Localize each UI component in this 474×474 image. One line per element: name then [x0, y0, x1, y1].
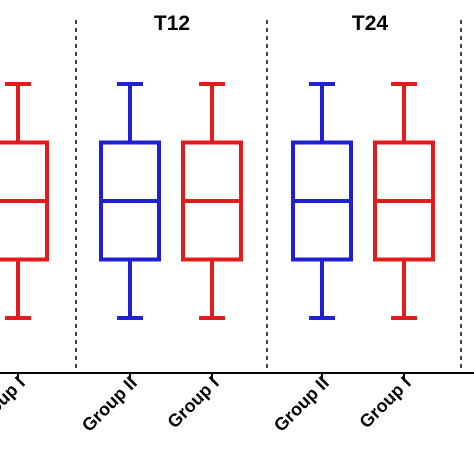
x-tick-label: Group II: [270, 373, 333, 436]
panel-title: T12: [154, 12, 190, 35]
panel-title: T24: [352, 12, 389, 35]
x-tick-label: Group I: [0, 373, 29, 432]
x-tick-label: Group II: [78, 373, 141, 436]
x-tick-label: Group I: [355, 373, 414, 432]
x-tick-label: Group I: [163, 373, 222, 432]
